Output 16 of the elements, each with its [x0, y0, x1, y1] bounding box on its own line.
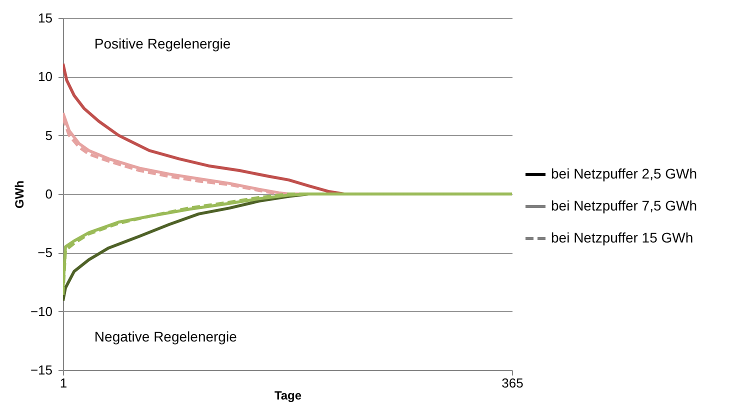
y-tick-label: −15: [30, 362, 52, 378]
legend-label: bei Netzpuffer 7,5 GWh: [551, 198, 698, 214]
legend-label: bei Netzpuffer 2,5 GWh: [551, 166, 698, 182]
y-axis-title: GWh: [12, 180, 26, 208]
y-tick-label: −10: [30, 304, 52, 319]
x-axis-title: Tage: [274, 388, 302, 402]
y-tick-label: 0: [45, 186, 52, 202]
y-tick-label: 5: [45, 128, 52, 143]
annotation: Positive Regelenergie: [94, 35, 231, 52]
y-tick-label: 10: [38, 69, 52, 84]
annotation: Negative Regelenergie: [94, 328, 238, 345]
y-tick-label: 15: [38, 10, 52, 26]
legend-label: bei Netzpuffer 15 GWh: [551, 230, 694, 246]
y-tick-label: −5: [38, 245, 52, 260]
x-tick-label: 1: [60, 376, 68, 390]
x-tick-label: 365: [502, 376, 524, 390]
